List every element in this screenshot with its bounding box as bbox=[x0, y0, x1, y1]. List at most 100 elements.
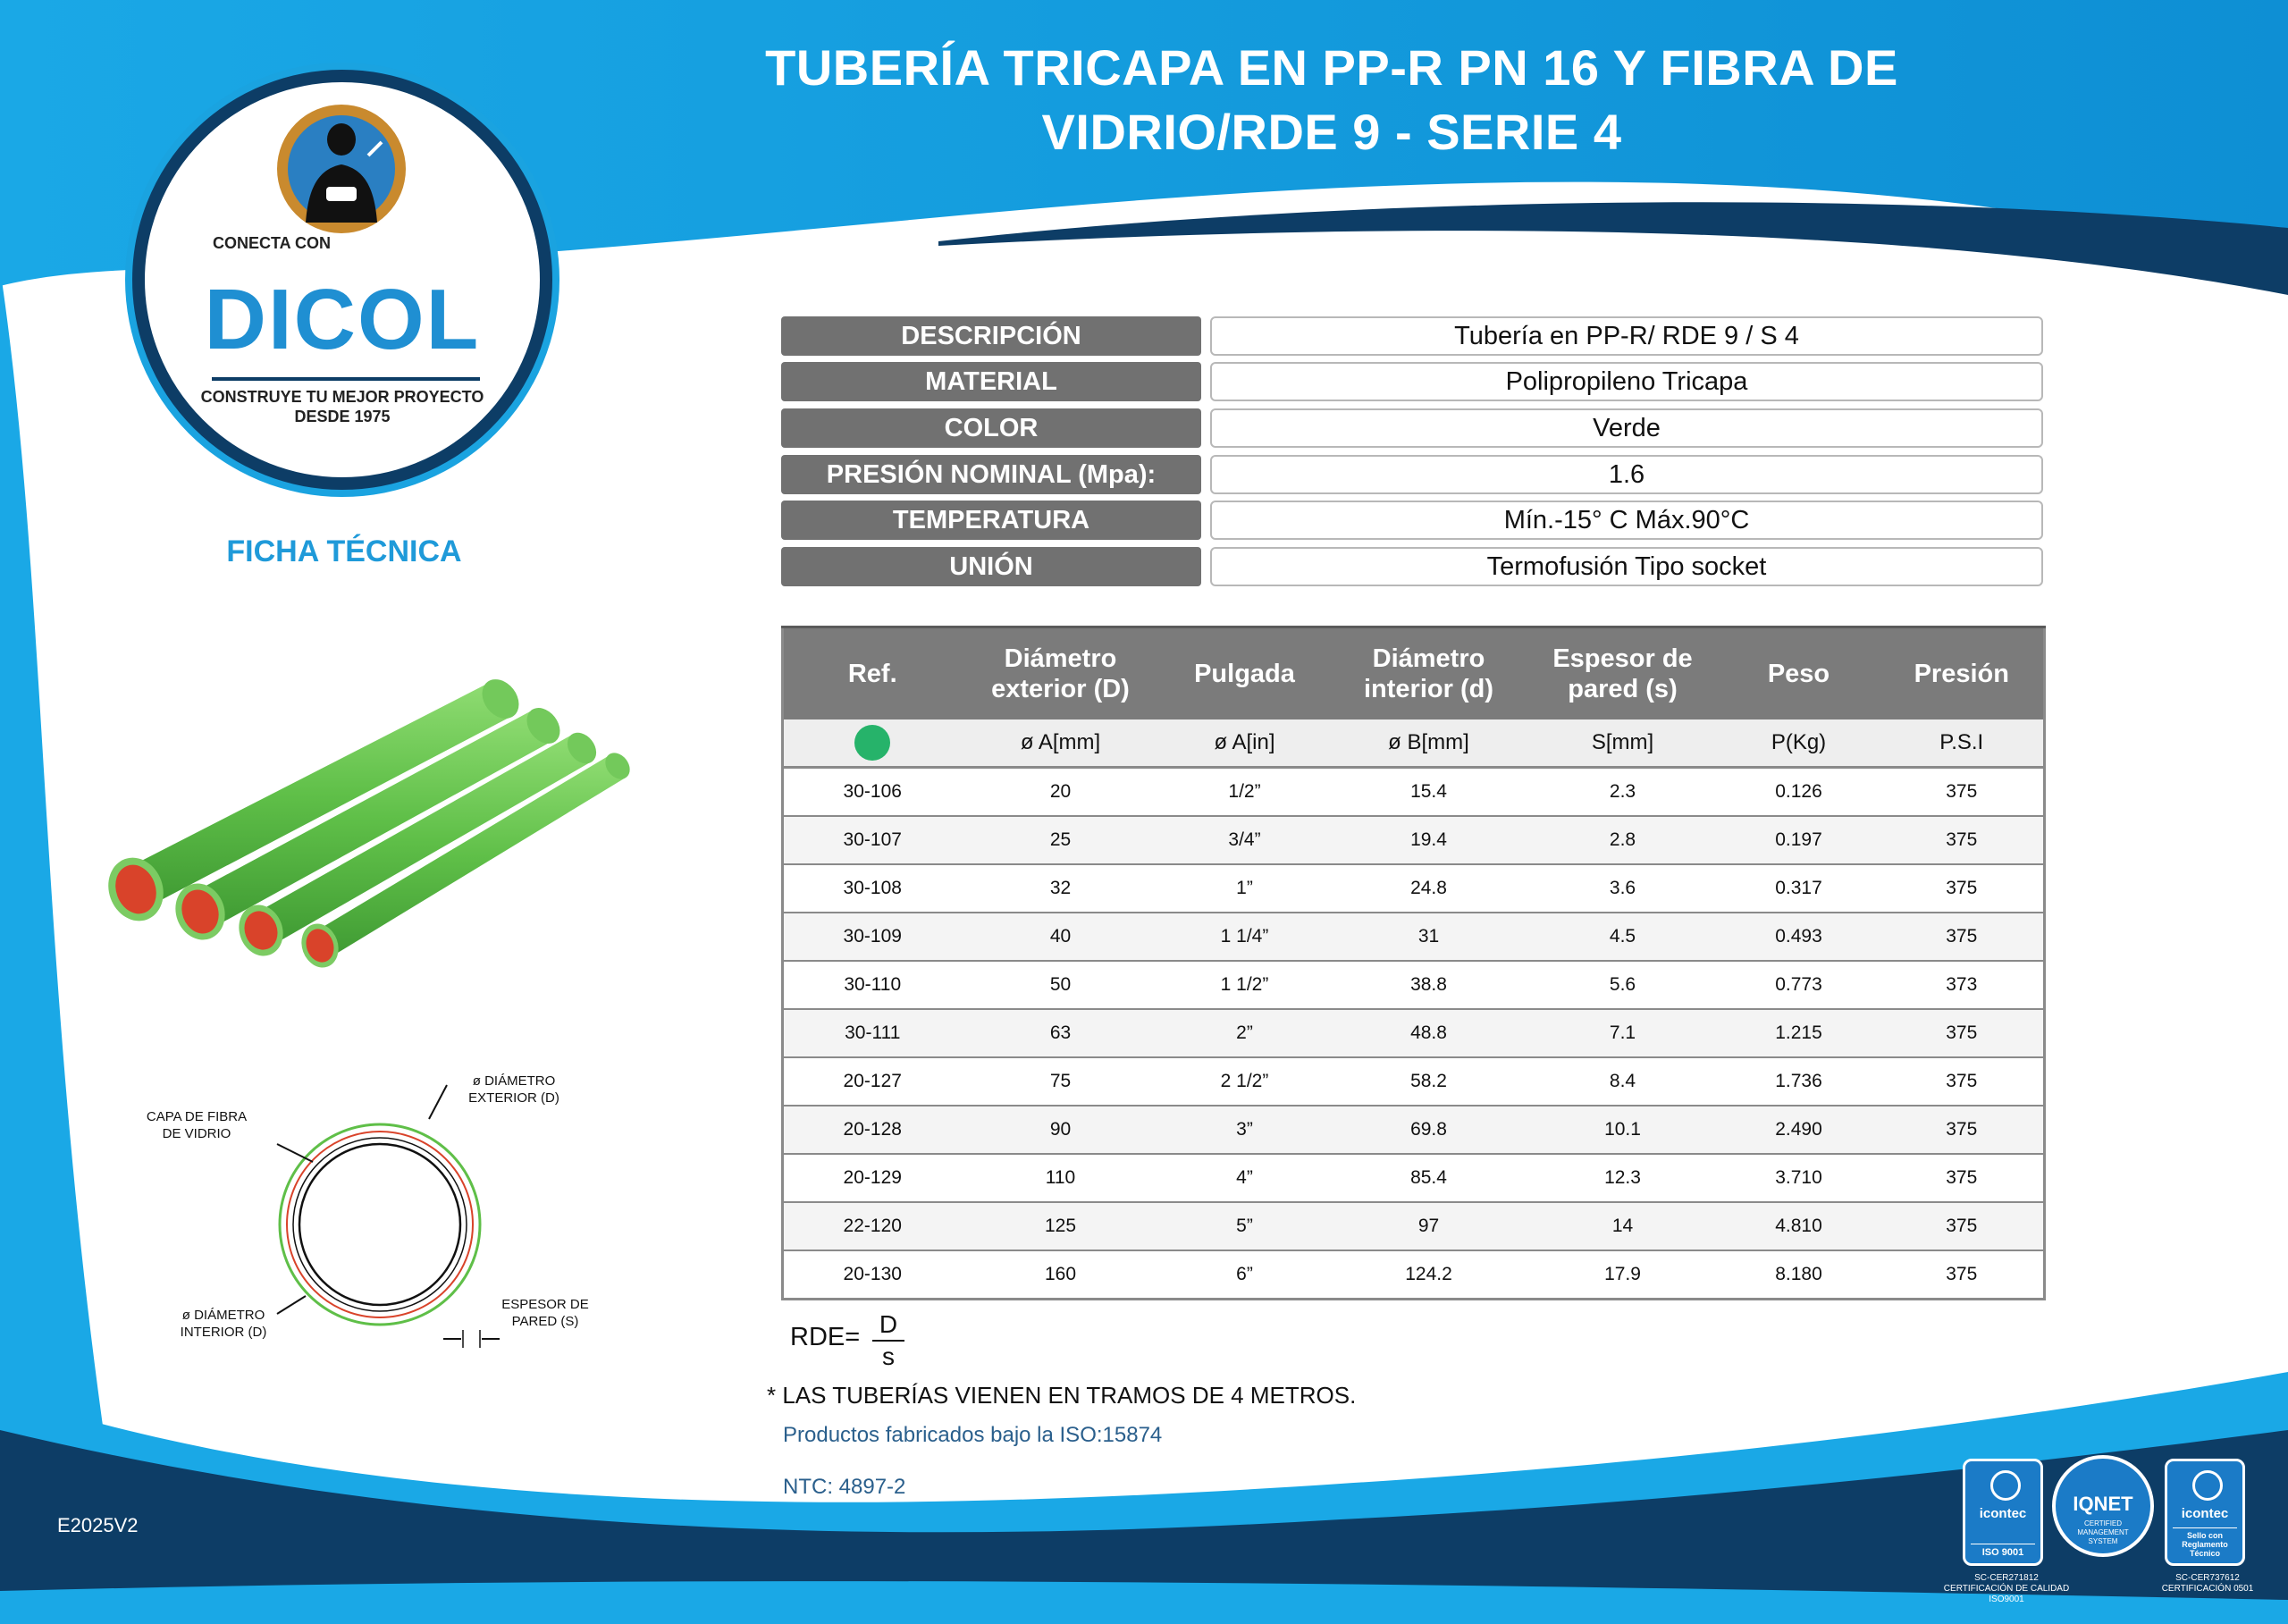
cell-peso: 4.810 bbox=[1717, 1202, 1880, 1251]
table-row: 30-111 63 2” 48.8 7.1 1.215 375 bbox=[782, 1009, 2045, 1058]
cell-presion: 373 bbox=[1880, 961, 2045, 1010]
cell-ref: 30-106 bbox=[782, 767, 962, 817]
cell-peso: 0.493 bbox=[1717, 913, 1880, 962]
cell-diametro-interior: 24.8 bbox=[1329, 864, 1528, 913]
cell-diametro-interior: 15.4 bbox=[1329, 767, 1528, 817]
spec-row-temperatura: TEMPERATURA Mín.-15° C Máx.90°C bbox=[781, 501, 2043, 540]
cell-diametro-exterior: 25 bbox=[961, 816, 1160, 865]
logo-brand-name: DICOL bbox=[204, 272, 481, 367]
ficha-tecnica-label: FICHA TÉCNICA bbox=[226, 534, 462, 568]
badge-name: icontec bbox=[2181, 1506, 2229, 1521]
badge-sub: Sello con Reglamento Técnico bbox=[2173, 1527, 2237, 1558]
cell-peso: 1.736 bbox=[1717, 1057, 1880, 1107]
cell-ref: 30-107 bbox=[782, 816, 962, 865]
cell-diametro-exterior: 40 bbox=[961, 913, 1160, 962]
cell-pulgada: 1” bbox=[1159, 864, 1330, 913]
logo-underline bbox=[212, 377, 480, 381]
dimensions-table: Ref. Diámetro exterior (D) Pulgada Diáme… bbox=[781, 626, 2046, 1300]
header-diametro-exterior: Diámetro exterior (D) bbox=[961, 626, 1160, 719]
cell-pulgada: 3/4” bbox=[1159, 816, 1330, 865]
cell-pulgada: 4” bbox=[1159, 1154, 1330, 1203]
label-diametro-exterior-line-2: EXTERIOR (D) bbox=[468, 1090, 559, 1106]
logo-tagline-bottom-2: DESDE 1975 bbox=[294, 408, 391, 425]
cell-peso: 0.317 bbox=[1717, 864, 1880, 913]
unit-cell: S[mm] bbox=[1527, 719, 1718, 769]
cell-espesor: 12.3 bbox=[1527, 1154, 1718, 1203]
header-ref: Ref. bbox=[782, 626, 962, 719]
cell-ref: 20-130 bbox=[782, 1250, 962, 1300]
label-diametro-exterior: ø DIÁMETRO EXTERIOR (D) bbox=[447, 1073, 581, 1107]
spec-row-material: MATERIAL Polipropileno Tricapa bbox=[781, 362, 2043, 401]
icontec-reglamento-badge: icontec Sello con Reglamento Técnico bbox=[2165, 1459, 2245, 1566]
cell-diametro-interior: 97 bbox=[1329, 1202, 1528, 1251]
color-swatch-cell bbox=[782, 719, 962, 769]
badge-name: IQNET bbox=[2073, 1493, 2133, 1515]
icontec-reglamento-cert-code: SC-CER737612 CERTIFICACIÓN 0501 bbox=[2145, 1573, 2270, 1595]
spec-value: Tubería en PP-R/ RDE 9 / S 4 bbox=[1210, 316, 2043, 356]
spec-label: PRESIÓN NOMINAL (Mpa): bbox=[781, 455, 1201, 494]
cell-peso: 0.126 bbox=[1717, 767, 1880, 817]
spec-value: Termofusión Tipo socket bbox=[1210, 547, 2043, 586]
cell-ref: 20-127 bbox=[782, 1057, 962, 1107]
spec-label: COLOR bbox=[781, 408, 1201, 448]
cell-pulgada: 1 1/4” bbox=[1159, 913, 1330, 962]
spec-label: TEMPERATURA bbox=[781, 501, 1201, 540]
cell-presion: 375 bbox=[1880, 1250, 2045, 1300]
cell-diametro-exterior: 50 bbox=[961, 961, 1160, 1010]
rde-fraction: D s bbox=[872, 1310, 904, 1371]
cell-peso: 0.197 bbox=[1717, 816, 1880, 865]
spec-value: Verde bbox=[1210, 408, 2043, 448]
cell-pulgada: 2” bbox=[1159, 1009, 1330, 1058]
label-diametro-interior: ø DIÁMETRO INTERIOR (D) bbox=[161, 1307, 286, 1341]
rde-denominator: s bbox=[882, 1342, 895, 1370]
cell-diametro-exterior: 63 bbox=[961, 1009, 1160, 1058]
cell-diametro-interior: 48.8 bbox=[1329, 1009, 1528, 1058]
header-diametro-interior: Diámetro interior (d) bbox=[1329, 626, 1528, 719]
cell-diametro-exterior: 160 bbox=[961, 1250, 1160, 1300]
cell-pulgada: 2 1/2” bbox=[1159, 1057, 1330, 1107]
rde-numerator: D bbox=[879, 1310, 898, 1338]
cell-peso: 8.180 bbox=[1717, 1250, 1880, 1300]
cell-ref: 30-108 bbox=[782, 864, 962, 913]
table-row: 20-129 110 4” 85.4 12.3 3.710 375 bbox=[782, 1154, 2045, 1203]
spec-label: UNIÓN bbox=[781, 547, 1201, 586]
cell-diametro-interior: 124.2 bbox=[1329, 1250, 1528, 1300]
unit-cell: ø B[mm] bbox=[1329, 719, 1528, 769]
icontec-cert-code: SC-CER271812 CERTIFICACIÓN DE CALIDAD IS… bbox=[1930, 1573, 2082, 1605]
label-espesor-pared-line-1: ESPESOR DE bbox=[501, 1297, 589, 1312]
pipe-2 bbox=[175, 708, 560, 940]
cell-pulgada: 1 1/2” bbox=[1159, 961, 1330, 1010]
page-title: TUBERÍA TRICAPA EN PP-R PN 16 Y FIBRA DE… bbox=[661, 36, 2002, 164]
header-espesor: Espesor de pared (s) bbox=[1527, 626, 1718, 719]
cert-code-line: SC-CER737612 bbox=[2175, 1573, 2240, 1583]
cert-code-line: CERTIFICACIÓN DE CALIDAD bbox=[1943, 1584, 2070, 1594]
spec-row-presion: PRESIÓN NOMINAL (Mpa): 1.6 bbox=[781, 455, 2043, 494]
logo-tagline-top: CONECTA CON bbox=[213, 234, 331, 252]
icontec-iso9001-badge: icontec ISO 9001 bbox=[1963, 1459, 2043, 1566]
length-note: * LAS TUBERÍAS VIENEN EN TRAMOS DE 4 MET… bbox=[767, 1382, 1357, 1409]
cell-diametro-interior: 38.8 bbox=[1329, 961, 1528, 1010]
cell-presion: 375 bbox=[1880, 1202, 2045, 1251]
cell-presion: 375 bbox=[1880, 1009, 2045, 1058]
badge-sub: ISO 9001 bbox=[1971, 1544, 2035, 1558]
label-capa-fibra: CAPA DE FIBRA DE VIDRIO bbox=[134, 1108, 259, 1142]
spec-row-color: COLOR Verde bbox=[781, 408, 2043, 448]
units-row: ø A[mm] ø A[in] ø B[mm] S[mm] P(Kg) P.S.… bbox=[782, 719, 2045, 769]
cell-diametro-exterior: 75 bbox=[961, 1057, 1160, 1107]
cell-diametro-interior: 58.2 bbox=[1329, 1057, 1528, 1107]
ntc-standard: NTC: 4897-2 bbox=[783, 1475, 906, 1499]
logo-tagline-bottom-1: CONSTRUYE TU MEJOR PROYECTO bbox=[200, 388, 484, 406]
cell-espesor: 10.1 bbox=[1527, 1106, 1718, 1155]
table-row: 20-130 160 6” 124.2 17.9 8.180 375 bbox=[782, 1250, 2045, 1300]
table-header-row: Ref. Diámetro exterior (D) Pulgada Diáme… bbox=[782, 626, 2045, 719]
pipe-1 bbox=[108, 679, 519, 921]
cell-presion: 375 bbox=[1880, 816, 2045, 865]
cell-espesor: 3.6 bbox=[1527, 864, 1718, 913]
cell-pulgada: 5” bbox=[1159, 1202, 1330, 1251]
spec-label: DESCRIPCIÓN bbox=[781, 316, 1201, 356]
document-code: E2025V2 bbox=[57, 1514, 139, 1536]
pipe-3 bbox=[239, 732, 597, 956]
spec-row-union: UNIÓN Termofusión Tipo socket bbox=[781, 547, 2043, 586]
label-diametro-interior-line-1: ø DIÁMETRO bbox=[181, 1308, 265, 1323]
